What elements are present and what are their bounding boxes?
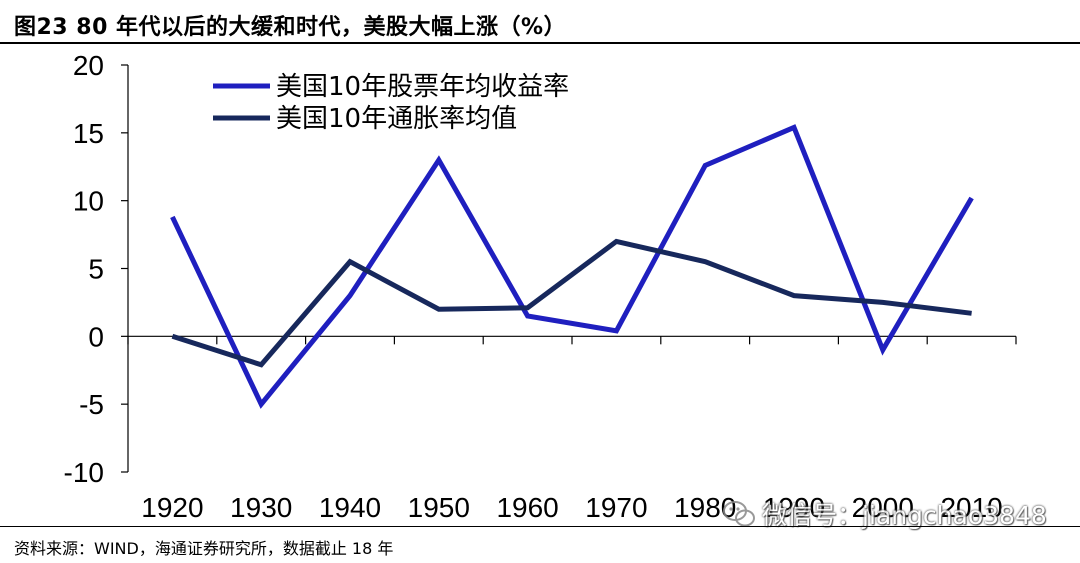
x-tick-label: 2010 [940, 492, 1002, 523]
x-tick-label: 1970 [585, 492, 647, 523]
y-tick-label: -5 [79, 389, 104, 420]
y-tick-label: -10 [64, 457, 104, 488]
x-tick-label: 1920 [141, 492, 203, 523]
wechat-icon [723, 501, 755, 527]
x-tick-label: 2000 [852, 492, 914, 523]
source-bar: 资料来源：WIND，海通证券研究所，数据截止 18 年 [0, 526, 1080, 563]
x-tick-label: 1950 [408, 492, 470, 523]
x-tick-label: 1930 [230, 492, 292, 523]
x-tick-label: 1960 [496, 492, 558, 523]
y-tick-label: 10 [73, 186, 104, 217]
x-tick-label: 1990 [763, 492, 825, 523]
y-tick-label: 20 [73, 50, 104, 81]
y-tick-label: 0 [88, 321, 104, 352]
watermark-text: 微信号：jiangchao3848 [762, 501, 1047, 530]
watermark: 微信号：jiangchao3848 [722, 496, 1047, 532]
chart-title: 图23 80 年代以后的大缓和时代，美股大幅上涨（%） [14, 15, 567, 40]
source-note: 资料来源：WIND，海通证券研究所，数据截止 18 年 [14, 539, 394, 558]
series-line-1 [170, 124, 974, 409]
y-tick-label: 15 [73, 118, 104, 149]
x-tick-label: 1940 [319, 492, 381, 523]
title-bar: 图23 80 年代以后的大缓和时代，美股大幅上涨（%） [0, 0, 1080, 44]
legend-label: 美国10年股票年均收益率 [276, 72, 569, 102]
legend-label: 美国10年通胀率均值 [276, 104, 517, 134]
series-line-2 [171, 238, 972, 368]
y-tick-label: 5 [88, 254, 104, 285]
